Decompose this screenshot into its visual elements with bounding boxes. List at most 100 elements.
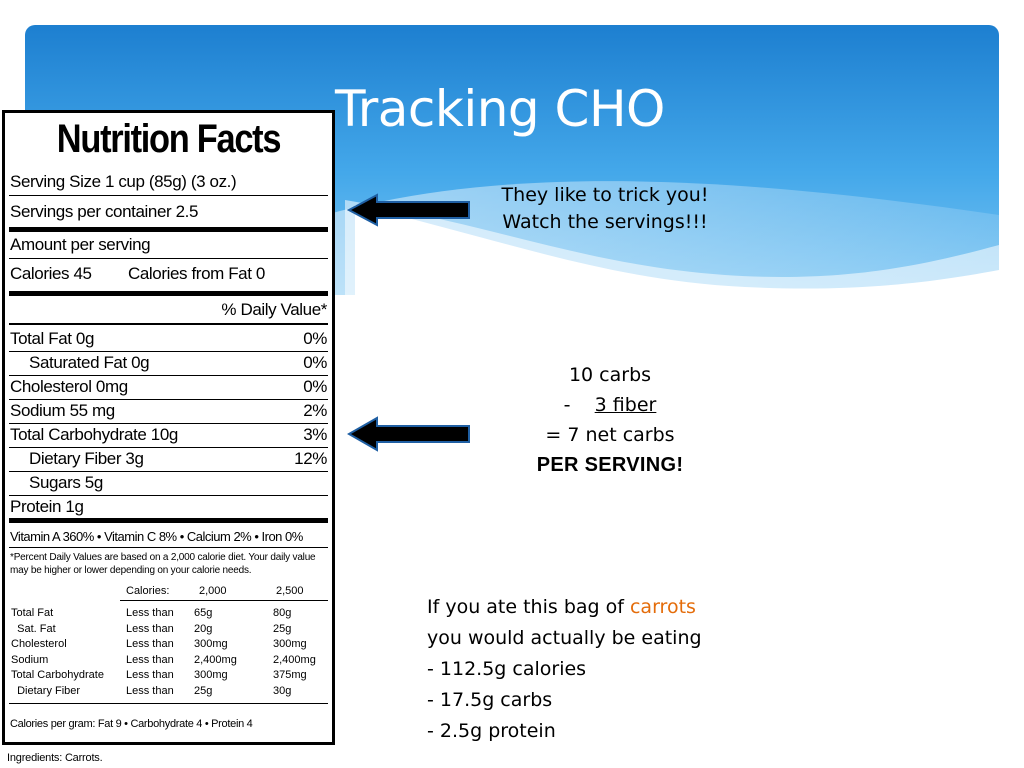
calories-per-gram: Calories per gram: Fat 9 • Carbohydrate …	[10, 718, 253, 730]
nutrient-row-total-carbohydrate: Total Carbohydrate 10g 3%	[10, 424, 327, 446]
nutrient-row-dietary-fiber: Dietary Fiber 3g 12%	[29, 448, 327, 470]
nutrient-dv: 0%	[303, 377, 327, 396]
slide-title: Tracking CHO	[335, 80, 665, 138]
serving-size: Serving Size 1 cup (85g) (3 oz.)	[10, 172, 237, 191]
calories-2000: 2,000	[199, 585, 227, 597]
servings-warning: They like to trick you! Watch the servin…	[470, 182, 740, 236]
nutrient-name: Total Fat 0g	[10, 329, 95, 348]
divider	[120, 600, 328, 601]
footnote-line-2: may be higher or lower depending on your…	[10, 565, 252, 576]
calories-2500: 2,500	[276, 585, 304, 597]
daily-limits-v2: 80g	[273, 607, 292, 619]
divider	[9, 547, 328, 548]
daily-limits-v1: 65g	[194, 607, 213, 619]
per-serving: PER SERVING!	[536, 454, 684, 476]
warning-line-2: Watch the servings!!!	[502, 211, 708, 233]
bag-summary: If you ate this bag of carrots you would…	[427, 592, 757, 747]
divider	[9, 351, 328, 352]
footnote-line-1: *Percent Daily Values are based on a 2,0…	[10, 552, 316, 563]
nutrient-name: Total Carbohydrate 10g	[10, 425, 178, 444]
divider	[9, 703, 328, 704]
carbs-total: 10 carbs	[568, 364, 652, 386]
calories-row: Calories 45 Calories from Fat 0	[10, 263, 327, 285]
nutrient-name: Saturated Fat 0g	[29, 353, 150, 372]
nutrient-row-sugars: Sugars 5g	[29, 472, 327, 494]
nutrient-row-sodium: Sodium 55 mg 2%	[10, 400, 327, 422]
nutrient-name: Sugars 5g	[29, 473, 103, 492]
nutrition-facts-label: Nutrition Facts Serving Size 1 cup (85g)…	[2, 110, 335, 745]
daily-limits-v2: 25g	[273, 622, 292, 635]
divider	[9, 258, 328, 259]
daily-limits-v2: 375mg	[273, 669, 307, 681]
nutrient-name: Dietary Fiber 3g	[29, 449, 144, 468]
daily-limits-v1: 300mg	[194, 638, 228, 650]
ingredients: Ingredients: Carrots.	[7, 752, 103, 764]
daily-limits-v2: 300mg	[273, 638, 307, 650]
nutrient-name: Sodium 55 mg	[10, 401, 115, 420]
nutrient-dv: 12%	[294, 449, 327, 468]
divider	[9, 423, 328, 424]
bag-line-1: If you ate this bag of carrots	[427, 592, 757, 623]
calories-from-fat: Calories from Fat 0	[128, 264, 265, 283]
daily-limits-name: Total Fat	[11, 607, 54, 619]
vitamins-row: Vitamin A 360% • Vitamin C 8% • Calcium …	[10, 529, 303, 544]
left-arrow-icon	[347, 416, 470, 452]
divider-thick	[9, 518, 328, 523]
daily-limits-name: Total Carbohydrate	[11, 669, 104, 681]
warning-line-1: They like to trick you!	[501, 184, 709, 206]
divider	[9, 195, 328, 196]
left-arrow-icon	[347, 193, 470, 227]
nutrient-name: Protein 1g	[10, 497, 84, 516]
divider	[9, 471, 328, 472]
nutrient-name: Cholesterol 0mg	[10, 377, 128, 396]
divider	[9, 447, 328, 448]
daily-limits-name: Dietary Fiber	[11, 684, 81, 697]
bag-item: - 2.5g protein	[427, 720, 556, 742]
daily-limits-cond: Less than	[126, 653, 174, 666]
nutrient-dv: 0%	[303, 353, 327, 372]
net-carbs-calc: 10 carbs - 3 fiber = 7 net carbs PER SER…	[480, 360, 740, 480]
amount-per-serving: Amount per serving	[10, 235, 151, 254]
daily-value-header-text: % Daily Value*	[221, 300, 327, 319]
minus-sign: -	[563, 394, 595, 416]
nutrient-row-saturated-fat: Saturated Fat 0g 0%	[29, 352, 327, 374]
divider	[9, 375, 328, 376]
bag-item: - 112.5g calories	[427, 658, 587, 680]
daily-limits-name: Cholesterol	[11, 638, 67, 650]
nutrient-dv: 3%	[303, 425, 327, 444]
daily-limits-cond: Less than	[126, 622, 174, 635]
calories-value: Calories 45	[10, 264, 92, 283]
nutrient-row-protein: Protein 1g	[10, 496, 327, 518]
divider	[9, 495, 328, 496]
servings-per-container: Servings per container 2.5	[10, 202, 199, 221]
daily-limits-cond: Less than	[126, 607, 174, 619]
net-carbs: = 7 net carbs	[545, 424, 675, 446]
calories-header: Calories:	[126, 585, 170, 597]
daily-limits-v2: 30g	[273, 684, 292, 697]
bag-item: - 17.5g carbs	[427, 689, 553, 711]
daily-limits-cond: Less than	[126, 684, 174, 697]
daily-limits-name: Sodium	[11, 653, 49, 666]
daily-limits-v1: 2,400mg	[194, 653, 237, 666]
divider-thick	[9, 227, 328, 232]
bag-line-2: you would actually be eating	[427, 627, 702, 649]
bag-line-1-text: If you ate this bag of	[427, 596, 630, 618]
nutrient-dv: 2%	[303, 401, 327, 420]
daily-limits-v1: 25g	[194, 684, 213, 697]
fiber-amount: 3 fiber	[594, 394, 657, 416]
daily-limits-v2: 2,400mg	[273, 653, 316, 666]
nutrition-facts-title: Nutrition Facts	[56, 117, 282, 161]
divider-thick	[9, 291, 328, 296]
daily-limits-cond: Less than	[126, 669, 174, 681]
daily-limits-v1: 20g	[194, 622, 213, 635]
nutrient-row-total-fat: Total Fat 0g 0%	[10, 328, 327, 350]
carrots-highlight: carrots	[629, 596, 696, 618]
daily-limits-cond: Less than	[126, 638, 174, 650]
nutrient-dv: 0%	[303, 329, 327, 348]
daily-limits-v1: 300mg	[194, 669, 228, 681]
nutrient-row-cholesterol: Cholesterol 0mg 0%	[10, 376, 327, 398]
divider	[9, 399, 328, 400]
divider	[9, 323, 328, 325]
carbs-fiber-line: - 3 fiber	[480, 390, 740, 420]
daily-limits-name: Sat. Fat	[11, 622, 56, 635]
